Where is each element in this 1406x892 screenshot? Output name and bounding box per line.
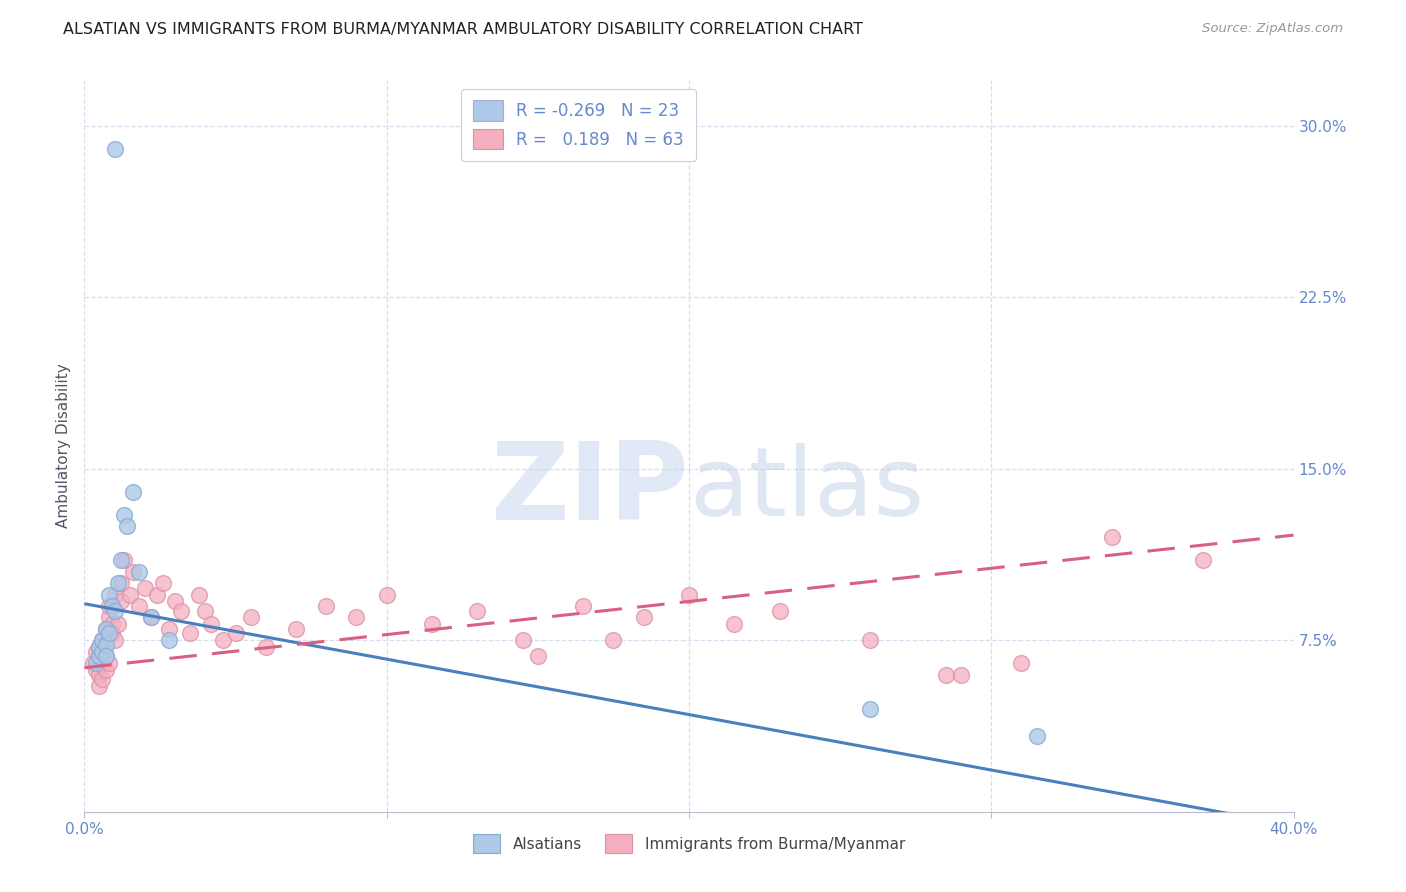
Point xyxy=(134,581,156,595)
Point xyxy=(950,667,973,681)
Point xyxy=(139,610,162,624)
Point xyxy=(375,588,398,602)
Point xyxy=(104,142,127,156)
Point xyxy=(104,588,127,602)
Point xyxy=(170,604,193,618)
Point xyxy=(157,622,180,636)
Point xyxy=(91,633,114,648)
Point xyxy=(315,599,337,613)
Point xyxy=(723,617,745,632)
Point xyxy=(100,626,122,640)
Point xyxy=(467,604,489,618)
Point xyxy=(86,663,108,677)
Point xyxy=(94,622,117,636)
Point xyxy=(1025,729,1047,743)
Point xyxy=(94,622,117,636)
Point xyxy=(1011,656,1033,670)
Point xyxy=(139,610,162,624)
Point xyxy=(91,645,114,659)
Point xyxy=(97,610,120,624)
Point xyxy=(89,640,111,655)
Text: Source: ZipAtlas.com: Source: ZipAtlas.com xyxy=(1202,22,1343,36)
Point xyxy=(1101,530,1123,544)
Point xyxy=(89,679,111,693)
Point xyxy=(212,633,235,648)
Point xyxy=(97,588,120,602)
Point xyxy=(94,649,117,664)
Point xyxy=(225,626,247,640)
Point xyxy=(859,633,882,648)
Text: atlas: atlas xyxy=(689,443,924,536)
Point xyxy=(572,599,595,613)
Point xyxy=(91,633,114,648)
Point xyxy=(94,663,117,677)
Point xyxy=(512,633,534,648)
Point xyxy=(157,633,180,648)
Point xyxy=(100,599,122,613)
Point xyxy=(107,617,129,632)
Point xyxy=(678,588,700,602)
Point xyxy=(346,610,368,624)
Point xyxy=(165,594,187,608)
Point xyxy=(128,565,150,579)
Point xyxy=(527,649,550,664)
Point xyxy=(97,599,120,613)
Point xyxy=(94,649,117,664)
Point xyxy=(121,565,143,579)
Point xyxy=(97,626,120,640)
Legend: Alsatians, Immigrants from Burma/Myanmar: Alsatians, Immigrants from Burma/Myanmar xyxy=(467,828,911,859)
Point xyxy=(194,604,217,618)
Point xyxy=(769,604,792,618)
Point xyxy=(200,617,222,632)
Point xyxy=(633,610,655,624)
Point xyxy=(420,617,443,632)
Point xyxy=(89,667,111,681)
Point xyxy=(82,656,104,670)
Point xyxy=(1192,553,1215,567)
Point xyxy=(239,610,262,624)
Point xyxy=(112,508,135,522)
Point xyxy=(935,667,957,681)
Point xyxy=(254,640,277,655)
Point xyxy=(188,588,211,602)
Point xyxy=(146,588,169,602)
Point xyxy=(107,576,129,591)
Point xyxy=(110,553,132,567)
Point xyxy=(118,588,141,602)
Point xyxy=(86,645,108,659)
Text: ALSATIAN VS IMMIGRANTS FROM BURMA/MYANMAR AMBULATORY DISABILITY CORRELATION CHAR: ALSATIAN VS IMMIGRANTS FROM BURMA/MYANMA… xyxy=(63,22,863,37)
Point xyxy=(859,702,882,716)
Point xyxy=(104,633,127,648)
Point xyxy=(110,576,132,591)
Point xyxy=(91,672,114,686)
Point xyxy=(110,594,132,608)
Text: ZIP: ZIP xyxy=(491,437,689,543)
Point xyxy=(104,604,127,618)
Point xyxy=(91,656,114,670)
Point xyxy=(97,656,120,670)
Point xyxy=(89,640,111,655)
Point xyxy=(91,638,114,652)
Point xyxy=(115,519,138,533)
Point xyxy=(89,649,111,664)
Point xyxy=(285,622,308,636)
Point xyxy=(112,553,135,567)
Point xyxy=(121,484,143,499)
Point xyxy=(602,633,624,648)
Point xyxy=(89,649,111,664)
Y-axis label: Ambulatory Disability: Ambulatory Disability xyxy=(56,364,72,528)
Point xyxy=(152,576,174,591)
Point xyxy=(100,617,122,632)
Point xyxy=(128,599,150,613)
Point xyxy=(179,626,201,640)
Point xyxy=(86,656,108,670)
Point xyxy=(94,638,117,652)
